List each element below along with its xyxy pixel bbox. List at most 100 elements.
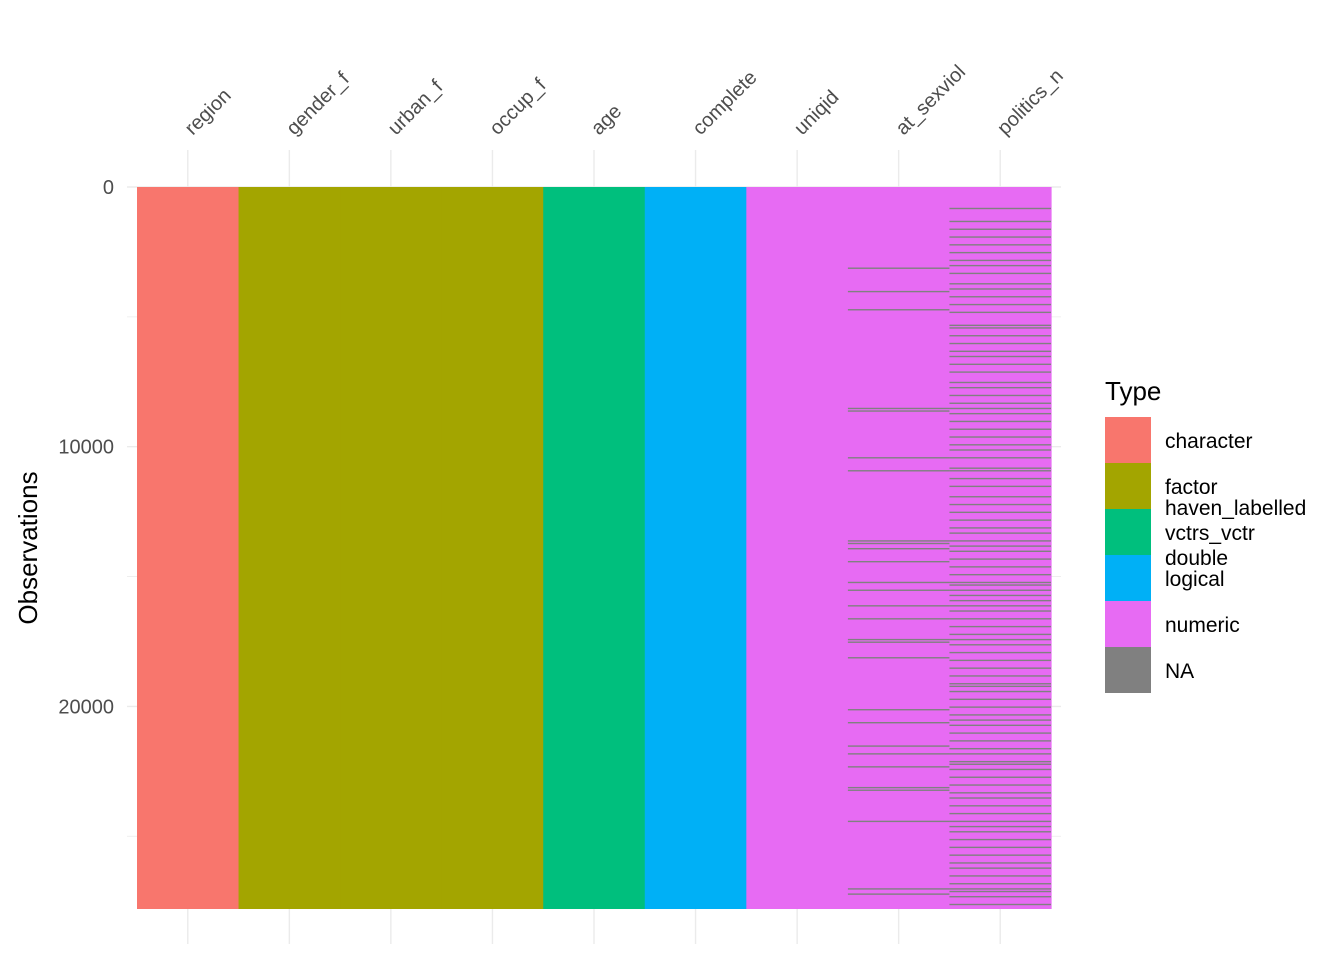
missing-politics_n [949, 862, 1051, 864]
missing-at_sexviol [847, 309, 950, 311]
missing-politics_n [949, 768, 1051, 771]
missing-politics_n [949, 545, 1051, 547]
missing-politics_n [949, 747, 1051, 750]
missing-politics_n [949, 477, 1051, 480]
missing-at_sexviol [847, 888, 950, 890]
missing-markers [847, 207, 1051, 906]
missing-politics_n [949, 825, 1051, 828]
missing-at_sexviol [847, 638, 950, 641]
missing-politics_n [949, 566, 1051, 568]
missing-politics_n [949, 386, 1051, 389]
missing-politics_n [949, 659, 1051, 662]
missing-politics_n [949, 228, 1051, 230]
y-tick-label: 0 [103, 177, 114, 199]
legend-title: Type [1105, 376, 1161, 406]
missing-politics_n [949, 719, 1051, 721]
missing-politics_n [949, 667, 1051, 669]
missing-politics_n [949, 550, 1051, 552]
missing-politics_n [949, 685, 1051, 688]
legend-label: factor [1165, 476, 1218, 499]
missing-politics_n [949, 327, 1051, 329]
missing-politics_n [949, 363, 1051, 366]
missing-politics_n [949, 797, 1051, 799]
missing-politics_n [949, 594, 1051, 597]
missing-politics_n [949, 412, 1051, 415]
missing-at_sexviol [847, 657, 950, 659]
missing-politics_n [949, 599, 1051, 602]
legend-key [1105, 509, 1151, 555]
missing-politics_n [949, 812, 1051, 815]
missing-politics_n [949, 420, 1051, 423]
missing-politics_n [949, 589, 1051, 591]
tile-uniqid [746, 187, 849, 909]
missing-politics_n [949, 220, 1051, 223]
missing-at_sexviol [847, 457, 950, 459]
missing-politics_n [949, 831, 1051, 833]
y-tick-label: 20000 [58, 696, 114, 718]
missing-politics_n [949, 311, 1051, 314]
x-tick-label: complete [689, 67, 762, 140]
missing-politics_n [949, 784, 1051, 786]
missing-politics_n [949, 371, 1051, 373]
missing-politics_n [949, 264, 1051, 267]
missing-politics_n [949, 883, 1051, 885]
missing-politics_n [949, 890, 1051, 893]
missing-politics_n [949, 581, 1051, 584]
missing-at_sexviol [847, 789, 950, 791]
legend-label: haven_labelled vctrs_vctr double [1165, 497, 1306, 570]
missing-politics_n [949, 753, 1051, 755]
missing-politics_n [949, 896, 1051, 898]
x-tick-label: region [181, 85, 236, 140]
missing-politics_n [949, 402, 1051, 404]
missing-politics_n [949, 296, 1051, 298]
missing-politics_n [949, 732, 1051, 734]
missing-politics_n [949, 283, 1051, 285]
missing-politics_n [949, 690, 1051, 693]
missing-at_sexviol [847, 290, 950, 293]
missing-politics_n [949, 805, 1051, 807]
missing-politics_n [949, 605, 1051, 607]
x-tick-label: urban_f [384, 76, 448, 140]
missing-politics_n [949, 428, 1051, 430]
missing-politics_n [949, 776, 1051, 778]
legend-label: character [1165, 430, 1253, 453]
legend-key [1105, 417, 1151, 463]
missing-politics_n [949, 470, 1051, 472]
missing-politics_n [949, 303, 1051, 306]
missing-politics_n [949, 236, 1051, 238]
missing-politics_n [949, 740, 1051, 742]
missing-politics_n [949, 714, 1051, 716]
missing-politics_n [949, 610, 1051, 612]
missing-at_sexviol [847, 641, 950, 643]
missing-politics_n [949, 792, 1051, 794]
missing-at_sexviol [847, 722, 950, 724]
missing-politics_n [949, 207, 1051, 210]
missing-politics_n [949, 584, 1051, 586]
x-tick-label: politics_n [993, 65, 1068, 140]
missing-politics_n [949, 355, 1051, 358]
missing-politics_n [949, 335, 1051, 337]
missing-politics_n [949, 467, 1051, 469]
missing-politics_n [949, 394, 1051, 397]
missing-politics_n [949, 485, 1051, 488]
tile-complete [644, 187, 747, 909]
missing-at_sexviol [847, 267, 950, 269]
missing-at_sexviol [847, 410, 950, 412]
missing-politics_n [949, 706, 1051, 708]
missing-at_sexviol [847, 786, 950, 789]
missing-politics_n [949, 651, 1051, 654]
x-tick-label: gender_f [282, 68, 354, 140]
legend-key [1105, 463, 1151, 509]
missing-politics_n [949, 540, 1051, 542]
legend-key [1105, 555, 1151, 601]
missing-politics_n [949, 511, 1051, 514]
missing-politics_n [949, 633, 1051, 636]
missing-at_sexviol [847, 470, 950, 472]
missing-at_sexviol [847, 745, 950, 747]
x-tick-label: at_sexviol [892, 61, 970, 139]
missing-at_sexviol [847, 753, 950, 755]
missing-politics_n [949, 724, 1051, 727]
missing-politics_n [949, 875, 1051, 877]
y-tick-label: 10000 [58, 437, 114, 459]
